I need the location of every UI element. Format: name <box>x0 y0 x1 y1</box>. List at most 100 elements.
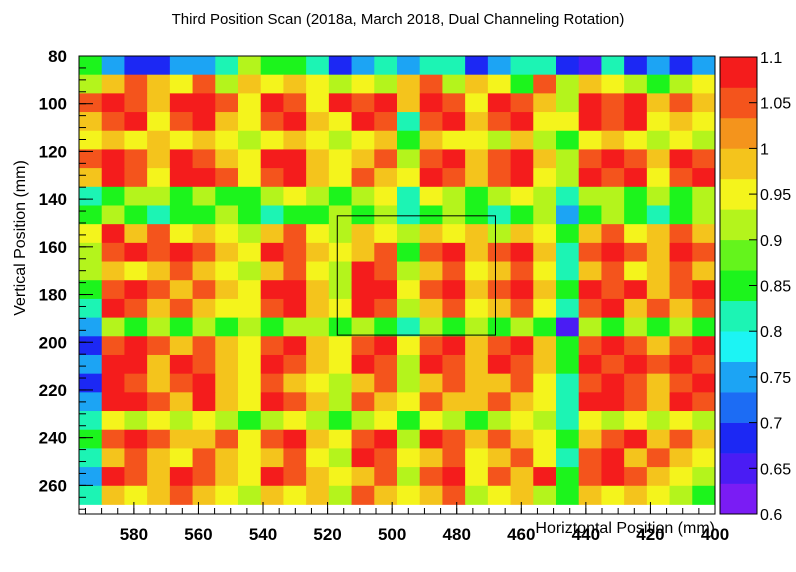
x-tick-label: 560 <box>184 525 212 544</box>
heatmap-cell <box>578 298 602 318</box>
heatmap-cell <box>465 149 489 169</box>
heatmap-cell <box>169 74 193 94</box>
heatmap-cell <box>556 298 580 318</box>
heatmap-cell <box>624 448 648 468</box>
heatmap-cell <box>147 429 171 449</box>
heatmap-cell <box>192 261 216 281</box>
heatmap-cell <box>465 467 489 487</box>
palette-swatch <box>720 392 757 423</box>
heatmap-cell <box>374 130 398 150</box>
heatmap-cell <box>169 411 193 431</box>
heatmap-cell <box>601 74 625 94</box>
heatmap-cell <box>624 205 648 225</box>
heatmap-cell <box>283 74 307 94</box>
heatmap-cell <box>328 56 352 76</box>
heatmap-cell <box>147 149 171 169</box>
heatmap-cell <box>124 149 148 169</box>
heatmap-cell <box>328 280 352 300</box>
heatmap-cell <box>215 392 239 412</box>
heatmap-cell <box>646 336 670 356</box>
heatmap-cell <box>465 74 489 94</box>
heatmap-cell <box>624 130 648 150</box>
heatmap-cell <box>578 448 602 468</box>
heatmap-cell <box>601 242 625 262</box>
heatmap-cell <box>601 186 625 206</box>
heatmap-cell <box>351 448 375 468</box>
heatmap-cell <box>510 485 534 505</box>
heatmap-cell <box>397 261 421 281</box>
heatmap-cell <box>192 56 216 76</box>
heatmap-cell <box>306 205 330 225</box>
heatmap-cell <box>601 485 625 505</box>
heatmap-cell <box>397 336 421 356</box>
color-palette: 0.6 0.65 0.7 0.75 0.8 0.85 0.9 0.95 1 1.05 1.1 <box>719 50 791 524</box>
heatmap-cell <box>556 336 580 356</box>
heatmap-cell <box>215 317 239 337</box>
heatmap-cell <box>147 467 171 487</box>
heatmap-cell <box>238 373 262 393</box>
heatmap-cell <box>533 74 557 94</box>
heatmap-cell <box>306 354 330 375</box>
heatmap-cell <box>124 56 148 76</box>
heatmap-cell <box>692 205 716 225</box>
heatmap-cell <box>419 56 443 76</box>
heatmap-cell <box>351 93 375 113</box>
heatmap-cell <box>624 354 648 375</box>
heatmap-cell <box>238 280 262 300</box>
heatmap-cell <box>624 168 648 188</box>
heatmap-cell <box>283 411 307 431</box>
heatmap-cell <box>442 354 466 375</box>
heatmap-cell <box>306 242 330 262</box>
heatmap-cell <box>169 373 193 393</box>
heatmap-cell <box>260 112 284 132</box>
heatmap-cell <box>283 168 307 188</box>
heatmap-cell <box>419 336 443 356</box>
heatmap-cell <box>306 317 330 337</box>
heatmap-cell <box>601 354 625 375</box>
heatmap-cell <box>169 93 193 113</box>
heatmap-cell <box>215 242 239 262</box>
heatmap-cell <box>465 411 489 431</box>
heatmap-cell <box>578 168 602 188</box>
heatmap-cell <box>260 298 284 318</box>
heatmap-cell <box>306 298 330 318</box>
heatmap-cell <box>124 242 148 262</box>
heatmap-cell <box>147 317 171 337</box>
heatmap-cell <box>147 242 171 262</box>
heatmap-cell <box>328 130 352 150</box>
heatmap-cell <box>419 467 443 487</box>
palette-swatch <box>720 422 757 454</box>
heatmap-cell <box>669 112 693 132</box>
heatmap-cell <box>169 261 193 281</box>
heatmap-cell <box>260 336 284 356</box>
y-tick-label: 100 <box>39 95 67 114</box>
heatmap-cell <box>124 448 148 468</box>
heatmap-cell <box>669 74 693 94</box>
heatmap-cell <box>578 186 602 206</box>
heatmap-cell <box>487 168 511 188</box>
heatmap-cell <box>487 298 511 318</box>
heatmap-cell <box>442 112 466 132</box>
heatmap-cell <box>328 242 352 262</box>
heatmap-cell <box>646 130 670 150</box>
heatmap-cell <box>260 224 284 244</box>
heatmap-cell <box>556 112 580 132</box>
heatmap-cell <box>124 373 148 393</box>
heatmap-cell <box>215 298 239 318</box>
heatmap-cell <box>215 467 239 487</box>
heatmap-cell <box>79 336 103 356</box>
heatmap-cell <box>328 485 352 505</box>
heatmap-cell <box>147 298 171 318</box>
heatmap-cell <box>215 224 239 244</box>
heatmap-cell <box>442 205 466 225</box>
heatmap-cell <box>374 242 398 262</box>
heatmap-cell <box>465 336 489 356</box>
heatmap-cell <box>397 56 421 76</box>
heatmap-cell <box>328 392 352 412</box>
heatmap-cell <box>419 392 443 412</box>
heatmap-cell <box>533 168 557 188</box>
heatmap-cell <box>624 373 648 393</box>
heatmap-cell <box>374 354 398 375</box>
heatmap-cell <box>351 205 375 225</box>
heatmap-cell <box>669 411 693 431</box>
